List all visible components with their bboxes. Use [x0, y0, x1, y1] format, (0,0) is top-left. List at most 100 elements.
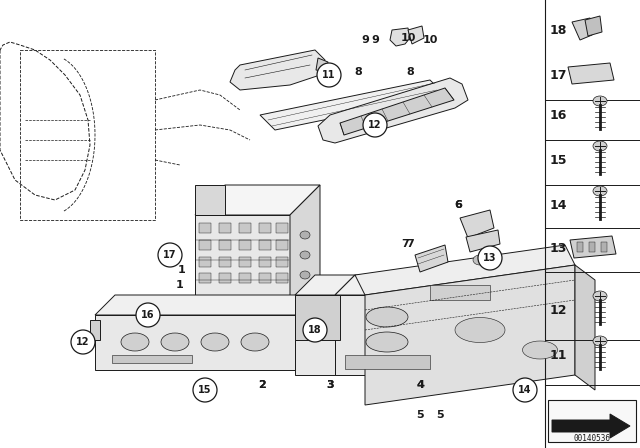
Circle shape: [136, 303, 160, 327]
Bar: [112, 355, 192, 363]
Text: 12: 12: [76, 337, 90, 347]
Bar: [548, 400, 636, 442]
Text: 16: 16: [141, 310, 155, 320]
Ellipse shape: [366, 332, 408, 352]
Text: 1: 1: [176, 280, 184, 290]
Bar: [239, 223, 251, 233]
Bar: [276, 223, 288, 233]
Text: 18: 18: [308, 325, 322, 335]
Polygon shape: [572, 18, 592, 40]
Circle shape: [158, 243, 182, 267]
Bar: [259, 273, 271, 283]
Bar: [577, 242, 583, 252]
Circle shape: [193, 378, 217, 402]
Text: 17: 17: [163, 250, 177, 260]
Polygon shape: [335, 295, 440, 375]
Ellipse shape: [593, 141, 607, 151]
Text: 9: 9: [371, 35, 379, 45]
Bar: [259, 223, 271, 233]
Ellipse shape: [366, 307, 408, 327]
Circle shape: [513, 378, 537, 402]
Circle shape: [317, 63, 341, 87]
Bar: [219, 273, 231, 283]
Polygon shape: [295, 295, 340, 340]
Text: 12: 12: [549, 303, 567, 316]
Text: 6: 6: [454, 200, 462, 210]
Ellipse shape: [201, 333, 229, 351]
Text: 5: 5: [436, 410, 444, 420]
Bar: [199, 223, 211, 233]
Text: 14: 14: [549, 198, 567, 211]
Polygon shape: [195, 185, 225, 215]
Polygon shape: [552, 414, 630, 438]
Ellipse shape: [593, 336, 607, 346]
Polygon shape: [466, 230, 500, 252]
Text: 3: 3: [326, 380, 334, 390]
Polygon shape: [195, 215, 290, 300]
Ellipse shape: [300, 251, 310, 259]
Circle shape: [478, 246, 502, 270]
Bar: [239, 257, 251, 267]
Polygon shape: [365, 265, 575, 405]
Polygon shape: [408, 26, 424, 44]
Text: 7: 7: [401, 239, 409, 249]
Text: 10: 10: [422, 35, 438, 45]
Ellipse shape: [161, 333, 189, 351]
Polygon shape: [355, 245, 575, 295]
Bar: [345, 355, 430, 369]
Bar: [430, 285, 490, 300]
Polygon shape: [570, 236, 616, 258]
Polygon shape: [95, 315, 295, 370]
Text: 5: 5: [416, 410, 424, 420]
Bar: [239, 240, 251, 250]
Ellipse shape: [473, 255, 487, 265]
Polygon shape: [295, 275, 355, 295]
Text: 18: 18: [549, 23, 566, 36]
Text: 12: 12: [368, 120, 381, 130]
Bar: [276, 273, 288, 283]
Bar: [239, 273, 251, 283]
Bar: [276, 240, 288, 250]
Bar: [199, 240, 211, 250]
Text: 2: 2: [258, 380, 266, 390]
Polygon shape: [340, 88, 454, 135]
Text: 1: 1: [178, 265, 186, 275]
Ellipse shape: [241, 333, 269, 351]
Ellipse shape: [593, 96, 607, 106]
Text: 15: 15: [549, 154, 567, 167]
Text: 9: 9: [361, 35, 369, 45]
Ellipse shape: [121, 333, 149, 351]
Bar: [199, 273, 211, 283]
Circle shape: [363, 113, 387, 137]
Polygon shape: [575, 265, 595, 390]
Polygon shape: [415, 245, 448, 272]
Polygon shape: [460, 210, 494, 238]
Text: 13: 13: [549, 241, 566, 254]
Bar: [219, 240, 231, 250]
Text: 17: 17: [549, 69, 567, 82]
Ellipse shape: [522, 341, 557, 359]
Polygon shape: [568, 63, 614, 84]
Polygon shape: [585, 16, 602, 36]
Circle shape: [303, 318, 327, 342]
Text: 6: 6: [454, 200, 462, 210]
Text: 15: 15: [198, 385, 212, 395]
Polygon shape: [195, 185, 320, 215]
Polygon shape: [230, 50, 325, 90]
Text: 14: 14: [518, 385, 532, 395]
Ellipse shape: [300, 271, 310, 279]
Text: 4: 4: [416, 380, 424, 390]
Text: 00140536: 00140536: [573, 434, 611, 443]
Bar: [276, 257, 288, 267]
Ellipse shape: [455, 318, 505, 343]
Ellipse shape: [593, 291, 607, 301]
Text: 8: 8: [406, 67, 414, 77]
Bar: [259, 240, 271, 250]
Ellipse shape: [593, 186, 607, 196]
Polygon shape: [390, 28, 410, 46]
Polygon shape: [95, 295, 315, 315]
Polygon shape: [318, 78, 468, 143]
Bar: [219, 257, 231, 267]
Text: 11: 11: [323, 70, 336, 80]
Text: 10: 10: [400, 33, 416, 43]
